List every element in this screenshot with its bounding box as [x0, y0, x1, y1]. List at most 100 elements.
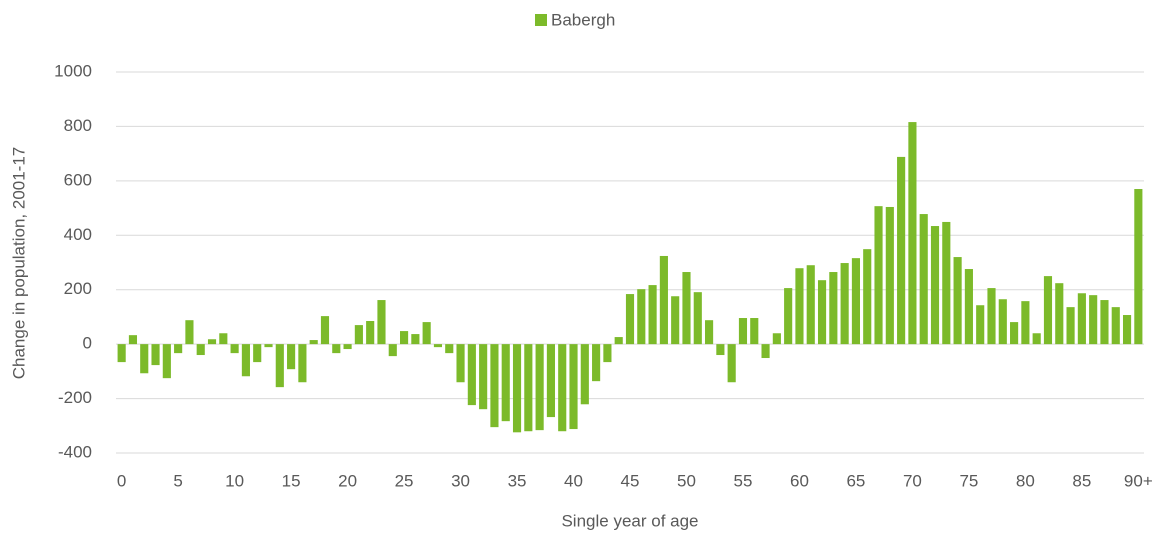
bar [411, 334, 420, 345]
bar [648, 285, 657, 345]
bar [524, 344, 533, 432]
bar [140, 344, 149, 374]
bar [953, 257, 962, 345]
bar [174, 344, 183, 354]
bar [716, 344, 725, 356]
bar [851, 258, 861, 345]
x-tick-label: 15 [282, 471, 301, 490]
bar [490, 344, 499, 428]
x-tick-label: 50 [677, 471, 696, 490]
bar [761, 344, 770, 359]
bar [987, 288, 996, 345]
bar [863, 249, 872, 345]
bar [998, 299, 1007, 345]
bar [1077, 293, 1086, 345]
x-tick-label: 55 [734, 471, 753, 490]
bar [795, 268, 804, 345]
x-tick-label: 40 [564, 471, 583, 490]
bar [501, 344, 510, 422]
bar [727, 344, 736, 383]
x-tick-label: 70 [903, 471, 922, 490]
bar [840, 263, 849, 345]
bar [603, 344, 612, 363]
bar [659, 255, 668, 345]
bar [354, 325, 363, 345]
bar [964, 269, 973, 345]
bar [253, 344, 262, 363]
y-tick-label: 600 [64, 170, 92, 189]
x-tick-label: 45 [621, 471, 640, 490]
bar [1021, 301, 1030, 345]
bar [614, 337, 623, 345]
x-tick-label: 35 [508, 471, 527, 490]
bar [366, 321, 375, 345]
bar [1055, 283, 1064, 345]
bar [930, 226, 940, 345]
bar [298, 344, 307, 383]
bar [817, 280, 827, 345]
bar [569, 344, 578, 430]
bar [275, 344, 284, 388]
bar [693, 292, 702, 345]
x-tick-label: 10 [225, 471, 244, 490]
bar [535, 344, 544, 431]
bar [705, 320, 714, 345]
y-tick-label: 800 [64, 116, 92, 135]
y-tick-label: -200 [58, 388, 92, 407]
bar [919, 214, 928, 345]
bar [750, 318, 759, 345]
bar [320, 316, 330, 345]
bar [558, 344, 567, 432]
bar [671, 296, 680, 345]
y-tick-label: 200 [64, 279, 92, 298]
x-tick-label: 30 [451, 471, 470, 490]
bar [829, 272, 838, 345]
bar [580, 344, 589, 405]
bar [625, 294, 635, 345]
bar [309, 340, 318, 345]
bar [784, 288, 793, 345]
bar [1043, 276, 1053, 345]
bar [467, 344, 476, 406]
bar [1100, 300, 1109, 345]
x-tick-label: 60 [790, 471, 809, 490]
y-tick-label: 1000 [54, 61, 92, 80]
bar [682, 272, 691, 345]
legend-swatch [535, 14, 547, 26]
bar [806, 265, 815, 345]
x-axis-title: Single year of age [561, 511, 698, 530]
x-tick-label: 80 [1016, 471, 1035, 490]
bar [264, 344, 273, 348]
bar [422, 322, 431, 345]
bar [1089, 295, 1098, 345]
bar [207, 339, 217, 345]
bar [196, 344, 205, 356]
bar [897, 156, 906, 345]
bar [772, 333, 781, 345]
bar [874, 206, 883, 345]
bar [942, 221, 951, 345]
legend-label: Babergh [551, 10, 615, 29]
bar [1134, 189, 1143, 345]
y-axis-title: Change in population, 2001-17 [9, 147, 28, 380]
bar [976, 305, 985, 345]
y-tick-label: 400 [64, 225, 92, 244]
bar [1010, 322, 1019, 345]
x-tick-label: 90+ [1124, 471, 1153, 490]
bar [433, 344, 443, 348]
bar [908, 122, 917, 345]
x-tick-label: 25 [395, 471, 414, 490]
bar [241, 344, 250, 377]
bar [219, 333, 228, 345]
bar [592, 344, 601, 382]
bar [445, 344, 454, 354]
bar [287, 344, 296, 370]
x-tick-label: 75 [959, 471, 978, 490]
x-tick-label: 0 [117, 471, 126, 490]
x-tick-label: 65 [846, 471, 865, 490]
y-tick-label: 0 [83, 334, 92, 353]
x-tick-label: 20 [338, 471, 357, 490]
bar [399, 331, 409, 345]
bar [1122, 315, 1132, 345]
